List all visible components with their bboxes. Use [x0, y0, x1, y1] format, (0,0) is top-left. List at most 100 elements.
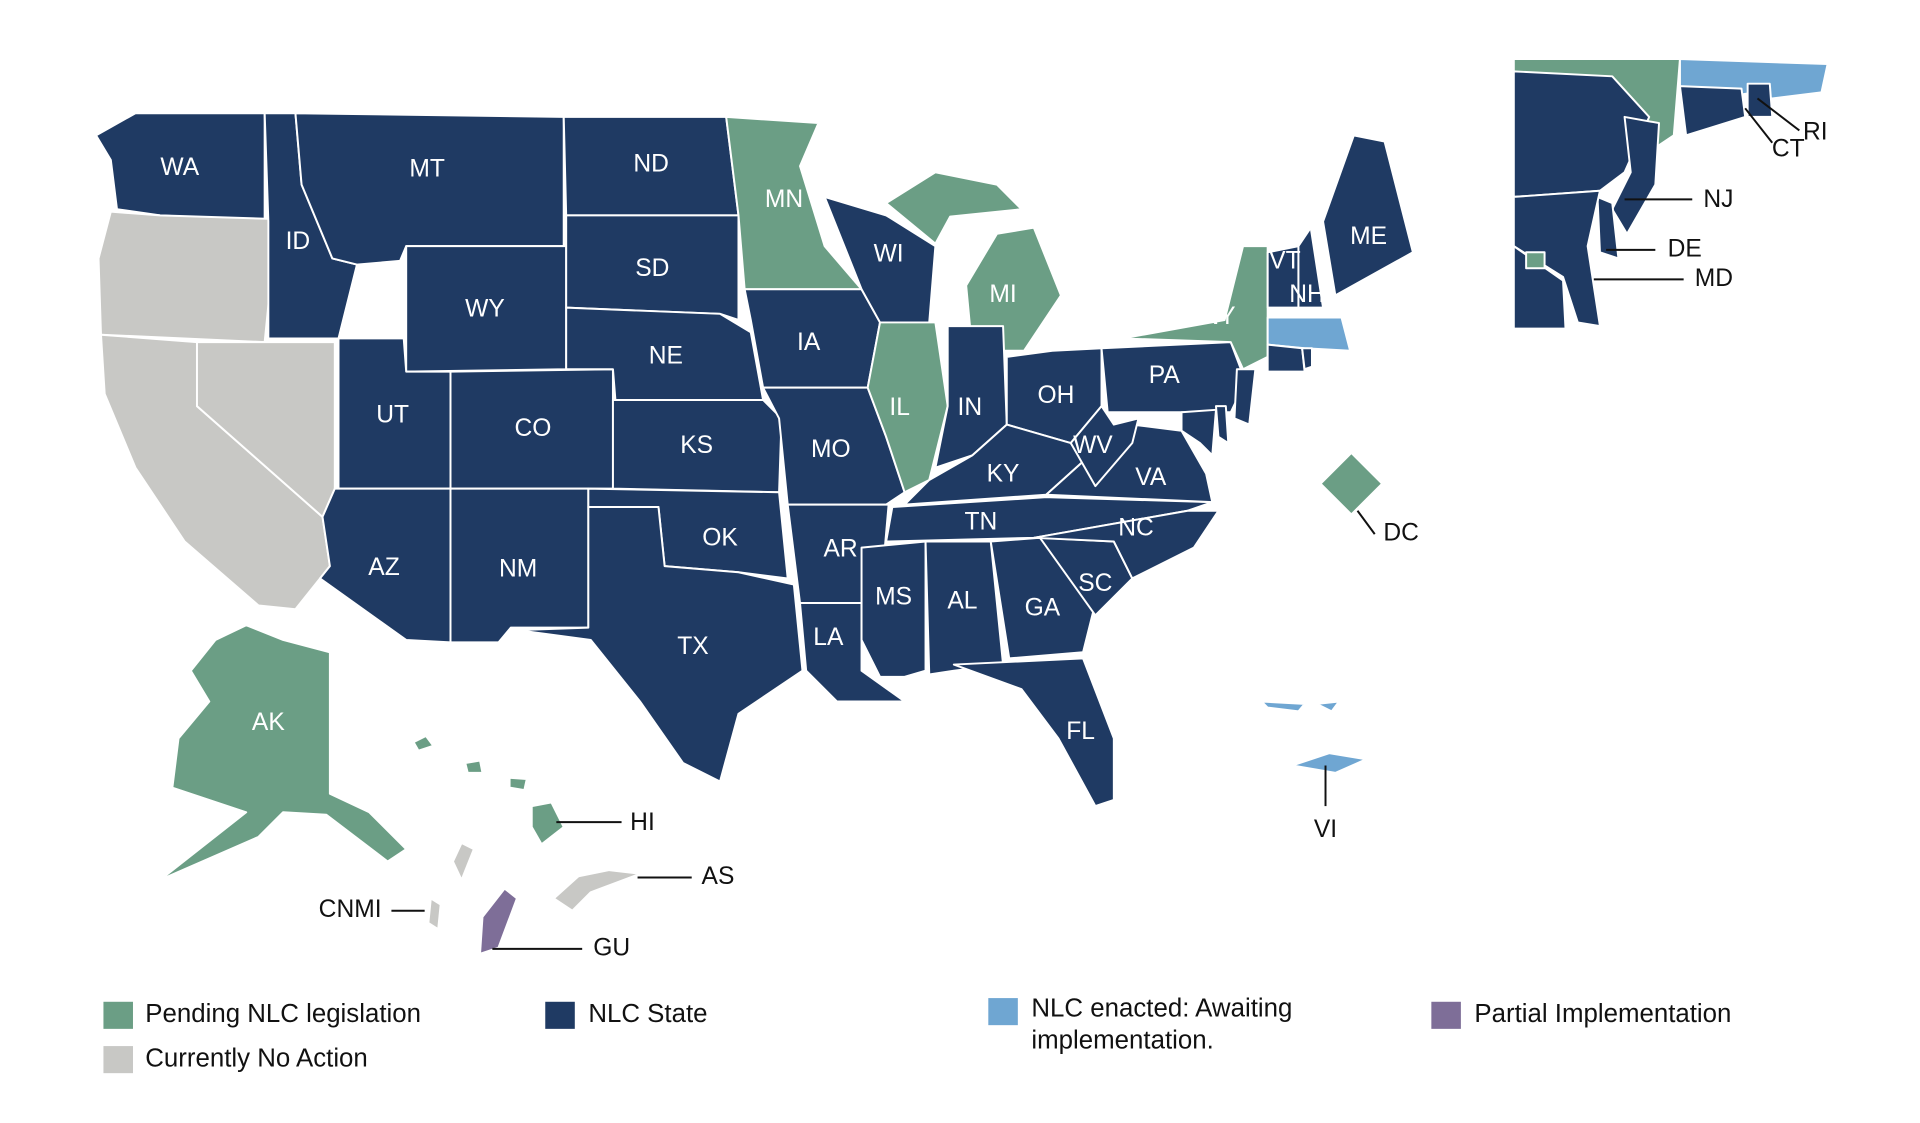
region-shape	[1525, 251, 1546, 270]
region-shape	[1260, 700, 1306, 713]
region-label: VA	[1135, 464, 1167, 491]
region-shape	[479, 887, 518, 955]
region-label: WV	[1073, 432, 1113, 459]
region-shape	[515, 506, 804, 783]
map-shapes	[95, 58, 1829, 955]
region-label: DC	[1383, 520, 1419, 547]
region-label: KY	[987, 461, 1020, 488]
region-shape	[1214, 405, 1230, 445]
legend-label: NLC enacted: Awaiting implementation.	[1031, 994, 1293, 1055]
region-label: WY	[465, 296, 505, 323]
region-label: TN	[965, 509, 998, 536]
region-label: DE	[1668, 235, 1702, 262]
region-shape	[1069, 405, 1140, 488]
region-shape	[1180, 408, 1217, 457]
region-shape	[552, 869, 642, 912]
legend: Pending NLC legislation Currently No Acti…	[103, 994, 1731, 1074]
legend-swatch	[1431, 1001, 1461, 1029]
map-labels: WA ID MT WY UT CO AZ NM ND SD NE KS OK TX MN IA MO AR LA WI…	[160, 97, 1828, 961]
legend-swatch	[103, 1046, 133, 1074]
leader-line	[1756, 97, 1800, 132]
region-shape	[1322, 134, 1414, 297]
legend-label-box: NLC enacted: Awaiting implementation.	[1031, 994, 1293, 1055]
region-label: ME	[1350, 223, 1387, 250]
region-shape	[1596, 195, 1620, 260]
region-label: CNMI	[319, 896, 382, 923]
region-shape	[1291, 752, 1368, 774]
region-shape	[294, 112, 565, 266]
leader-line	[1356, 510, 1376, 535]
region-label: RI	[1803, 118, 1828, 145]
region-label: VI	[1314, 816, 1337, 843]
region-label: LA	[813, 624, 844, 651]
region-shape	[464, 759, 484, 774]
region-label: NJ	[1703, 186, 1733, 213]
region-label: GA	[1025, 595, 1061, 622]
region-label: MT	[409, 155, 445, 182]
region-label: AL	[947, 587, 977, 614]
region-shape	[1301, 347, 1313, 371]
legend-swatch	[988, 998, 1018, 1026]
region-label: WI	[874, 240, 904, 267]
region-label: MI	[989, 281, 1016, 308]
region-shape	[1266, 316, 1352, 352]
region-shape	[611, 398, 783, 494]
region-shape	[451, 842, 475, 881]
region-shape	[1315, 700, 1341, 713]
region-label: IL	[889, 394, 910, 421]
region-label: GU	[593, 934, 630, 961]
legend-swatch	[103, 1001, 133, 1029]
legend-label: NLC State	[588, 1000, 707, 1028]
region-shape	[725, 115, 863, 291]
region-label: SD	[635, 255, 669, 282]
region-label: SC	[1078, 570, 1112, 597]
region-label: AZ	[368, 554, 399, 581]
region-label: ID	[286, 228, 311, 255]
region-label: NY	[1201, 303, 1235, 330]
region-label: OH	[1038, 382, 1075, 409]
region-label: IA	[797, 329, 821, 356]
region-label: OK	[702, 525, 738, 552]
region-label: KS	[680, 432, 713, 459]
legend-label: Pending NLC legislation	[145, 1000, 421, 1028]
region-shape	[989, 536, 1097, 660]
region-shape	[1032, 509, 1220, 580]
region-label: WA	[160, 154, 199, 181]
region-label: AR	[824, 536, 858, 563]
region-label: PA	[1149, 362, 1181, 389]
region-shape	[952, 657, 1115, 808]
region-label: NE	[649, 342, 683, 369]
region-shape	[866, 321, 949, 494]
region-label: CO	[514, 415, 551, 442]
region-label: ND	[633, 150, 669, 177]
region-label: AK	[252, 709, 285, 736]
region-shape	[97, 210, 278, 344]
region-shape	[885, 171, 1023, 245]
region-label: MS	[875, 584, 912, 611]
region-label: UT	[376, 401, 409, 428]
region-label: IN	[958, 394, 983, 421]
region-label: HI	[630, 809, 655, 836]
region-label: TX	[677, 633, 708, 660]
region-shape	[508, 776, 528, 792]
legend-label: Partial Implementation	[1474, 1000, 1731, 1028]
region-shape	[565, 214, 740, 321]
legend-label: Currently No Action	[145, 1044, 368, 1072]
region-label: FL	[1066, 718, 1095, 745]
region-label: NC	[1118, 515, 1154, 542]
region-shape	[530, 801, 565, 846]
region-label: MO	[811, 436, 851, 463]
region-shape	[1611, 115, 1661, 235]
leader-line	[1744, 107, 1774, 144]
region-shape	[1678, 85, 1747, 137]
region-label: CT	[1772, 136, 1805, 163]
region-label: NM	[499, 555, 537, 582]
region-label: NH	[1289, 281, 1325, 308]
region-shape	[412, 734, 435, 752]
region-label: MN	[765, 186, 803, 213]
region-label: AS	[702, 863, 735, 890]
region-shape	[1319, 451, 1384, 516]
region-shape	[427, 897, 442, 931]
